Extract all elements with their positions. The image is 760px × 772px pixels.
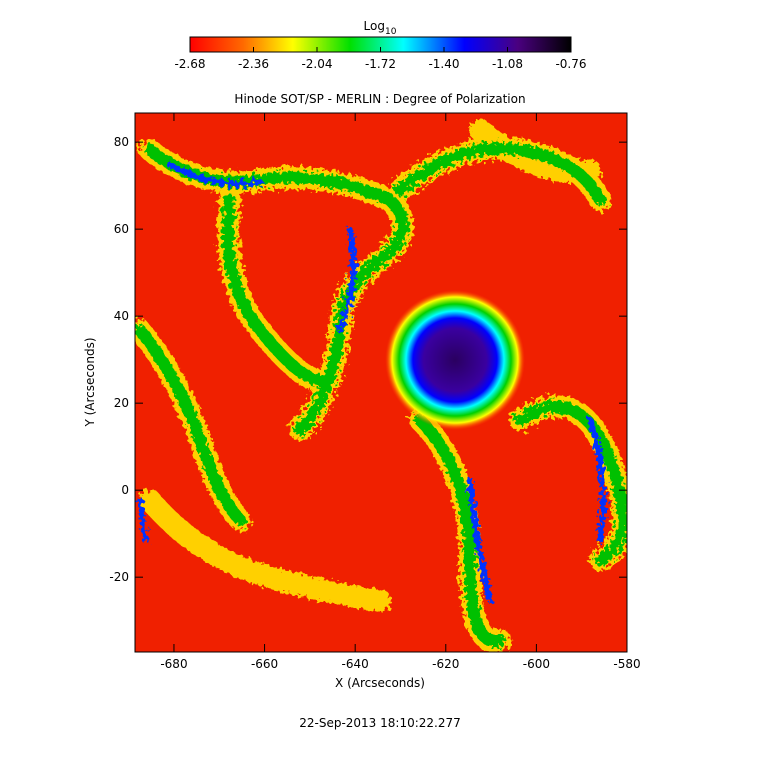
colorbar-tick-label: -1.72 bbox=[365, 57, 396, 71]
x-tick-label: -620 bbox=[432, 657, 459, 671]
x-tick-label: -580 bbox=[613, 657, 640, 671]
x-tick-label: -600 bbox=[523, 657, 550, 671]
polarization-image bbox=[135, 113, 627, 652]
colorbar-tick-label: -1.40 bbox=[428, 57, 459, 71]
y-tick-label: 40 bbox=[114, 309, 129, 323]
y-tick-label: -20 bbox=[109, 570, 129, 584]
footer-date: 22-Sep-2013 18:10:22.277 bbox=[299, 716, 461, 730]
plot-frame bbox=[134, 112, 628, 653]
x-tick-label: -680 bbox=[160, 657, 187, 671]
chart-title: Hinode SOT/SP - MERLIN : Degree of Polar… bbox=[234, 92, 525, 106]
y-tick-label: 60 bbox=[114, 222, 129, 236]
colorbar-tick-label: -2.04 bbox=[301, 57, 332, 71]
x-tick-label: -660 bbox=[251, 657, 278, 671]
colorbar-tick-label: -0.76 bbox=[555, 57, 586, 71]
y-tick-label: 80 bbox=[114, 135, 129, 149]
x-axis-label: X (Arcseconds) bbox=[335, 676, 425, 690]
y-axis-label: Y (Arcseconds) bbox=[83, 337, 97, 427]
x-tick-label: -640 bbox=[342, 657, 369, 671]
colorbar-label: Log10 bbox=[364, 19, 397, 37]
colorbar-tick-label: -2.68 bbox=[174, 57, 205, 71]
colorbar-tick-label: -1.08 bbox=[492, 57, 523, 71]
y-tick-label: 20 bbox=[114, 396, 129, 410]
y-tick-label: 0 bbox=[121, 483, 129, 497]
colorbar-tick-label: -2.36 bbox=[238, 57, 269, 71]
